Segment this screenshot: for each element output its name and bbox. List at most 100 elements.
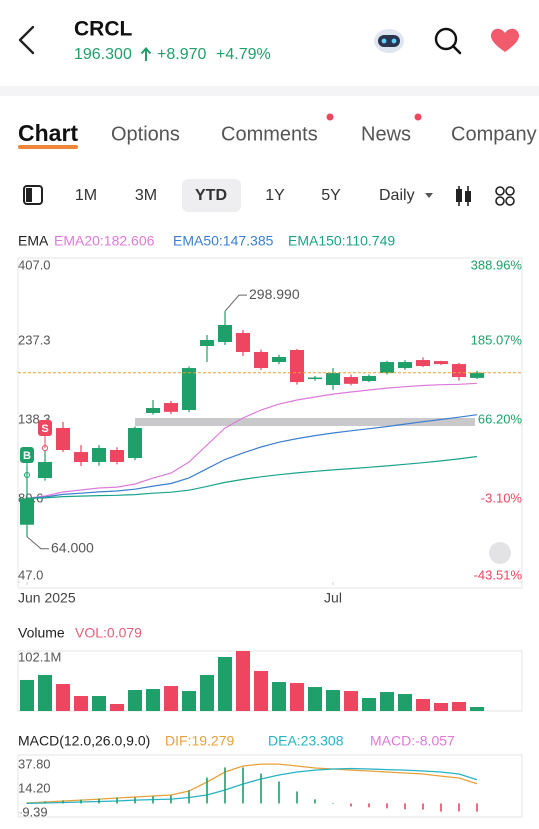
period[interactable]: YTD [195, 187, 227, 204]
trade-marker-label: S [41, 423, 48, 435]
annotation-label: 64.000 [51, 540, 94, 556]
candle-body [92, 447, 106, 462]
tab[interactable]: Company [451, 123, 537, 145]
volume-bar [344, 691, 358, 711]
macd-bar [242, 767, 244, 804]
candle-body [290, 349, 304, 383]
x-tick-label: Jul [324, 590, 342, 606]
legend-entry: EMA150:110.749 [288, 233, 395, 249]
macd-bar [224, 767, 226, 804]
volume-legend: VOL:0.079 [75, 625, 142, 641]
y-tick-label: 237.3 [18, 332, 51, 347]
y2-tick-label: -3.10% [481, 490, 523, 505]
candle-body [380, 362, 394, 374]
tab-underline [18, 145, 78, 149]
tab[interactable]: Options [111, 123, 180, 145]
y-tick-label: 37.80 [18, 756, 51, 771]
trade-marker-label: B [23, 450, 31, 462]
volume-bar [452, 702, 466, 711]
volume-bar [380, 692, 394, 711]
candle-body [308, 377, 322, 380]
ema-line [26, 414, 478, 499]
up-arrow [140, 47, 152, 61]
volume-bar [74, 696, 88, 711]
volume-bar [308, 687, 322, 711]
volume-bar [326, 690, 340, 711]
trade-marker-dot [24, 472, 30, 478]
candle-body [164, 403, 178, 412]
ticker: CRCL [74, 18, 132, 41]
legend-entry: EMA50:147.385 [173, 233, 274, 249]
y-tick-label: -9.39 [18, 804, 48, 819]
volume-bar [416, 699, 430, 711]
annotation-label: 298.990 [249, 286, 300, 302]
period[interactable]: 5Y [321, 187, 341, 204]
volume-bar [110, 704, 124, 711]
candle-body [254, 351, 268, 369]
candle-body [128, 427, 142, 459]
volume-bar [470, 707, 484, 711]
candle-body [20, 498, 34, 525]
volume-bar [362, 698, 376, 711]
layout-icon[interactable] [495, 186, 515, 206]
ema-line [26, 382, 478, 499]
legend-entry: MACD:-8.057 [370, 733, 455, 749]
trade-marker [20, 447, 34, 463]
period[interactable]: 1M [75, 187, 97, 204]
period[interactable]: 1Y [265, 187, 285, 204]
volume-bar [56, 684, 70, 711]
macd-bar [440, 803, 442, 812]
search-icon[interactable] [434, 27, 462, 55]
change-pct: +4.79% [216, 46, 271, 63]
interval[interactable]: Daily [379, 187, 415, 204]
robot-icon[interactable] [374, 29, 404, 53]
tab[interactable]: News [361, 123, 411, 145]
annotation-line [26, 536, 49, 550]
volume-bar [398, 694, 412, 711]
volume-bar [434, 703, 448, 711]
macd-bar [386, 803, 388, 809]
reset-icon[interactable] [489, 542, 511, 564]
candle-body [272, 356, 286, 363]
candle-body [470, 372, 484, 378]
macd-bar [422, 803, 424, 810]
macd-bar [278, 781, 280, 804]
y2-tick-label: -43.51% [474, 567, 523, 582]
macd-bar [296, 791, 298, 804]
tab[interactable]: Comments [221, 123, 318, 145]
candle-body [434, 361, 448, 365]
period[interactable]: 3M [135, 187, 157, 204]
favorite-icon[interactable] [490, 28, 520, 52]
macd-frame [17, 754, 523, 818]
candle-body [182, 368, 196, 410]
candle-body [452, 364, 466, 378]
back-button[interactable] [18, 25, 35, 55]
macd-bar [98, 798, 100, 804]
legend-entry: DEA:23.308 [268, 733, 344, 749]
badge-dot [414, 113, 422, 121]
sidebar-toggle[interactable] [23, 185, 43, 205]
candle-body [38, 461, 52, 479]
y-tick-label: 407.0 [18, 257, 51, 272]
candle-body [326, 373, 340, 386]
ema-line [26, 455, 478, 499]
period-selected [182, 179, 241, 212]
candle-body [218, 324, 232, 343]
annotation-line [224, 294, 247, 312]
x-tick-label: Jun 2025 [18, 590, 76, 606]
macd-bar [152, 796, 154, 804]
candle-body [200, 340, 214, 347]
candle-body [398, 362, 412, 369]
macd-bar [116, 797, 118, 804]
y-tick-label: 14.20 [18, 780, 51, 795]
candle-body [416, 360, 430, 367]
macd-bar [332, 803, 334, 804]
candle-type-icon[interactable] [456, 186, 471, 206]
macd-title: MACD(12.0,26.0,9.0) [18, 733, 150, 749]
macd-bar [314, 799, 316, 804]
dropdown-caret [425, 193, 433, 198]
macd-bar [476, 803, 478, 812]
legend-entry: EMA20:182.606 [54, 233, 155, 249]
tab[interactable]: Chart [18, 120, 78, 146]
